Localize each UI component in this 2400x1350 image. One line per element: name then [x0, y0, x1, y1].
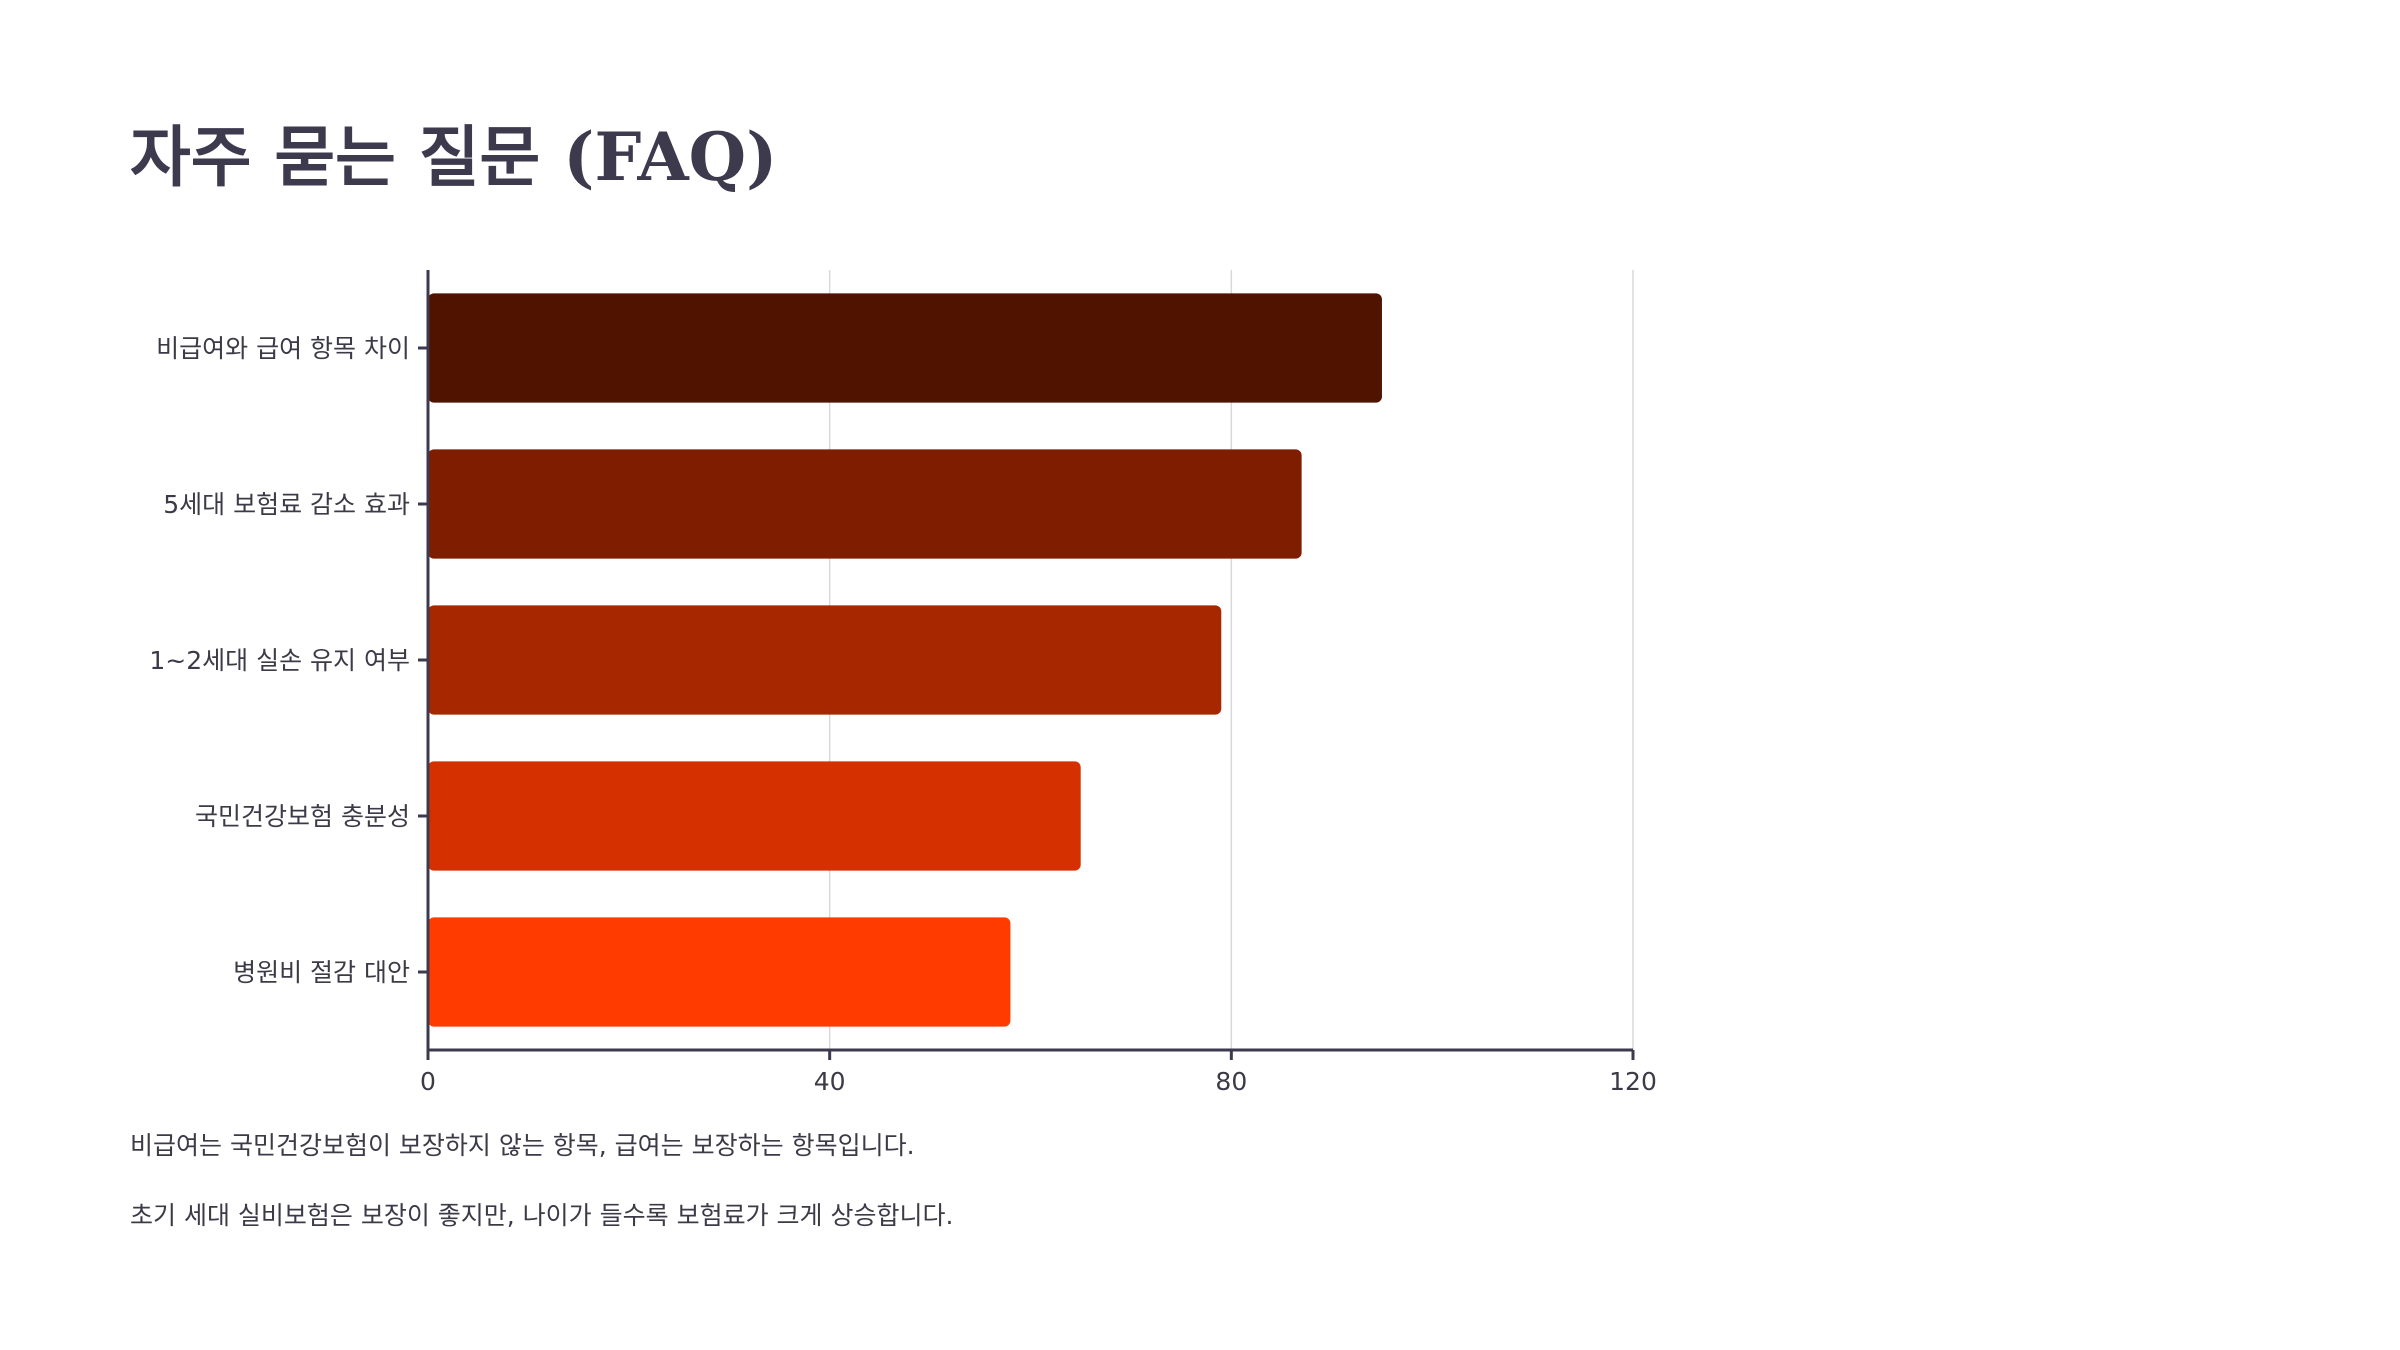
category-label: 국민건강보험 충분성: [195, 802, 410, 831]
category-label: 비급여와 급여 항목 차이: [156, 334, 410, 363]
bars: [428, 293, 1382, 1027]
category-label: 5세대 보험료 감소 효과: [163, 490, 410, 519]
footnote-2: 초기 세대 실비보험은 보장이 좋지만, 나이가 들수록 보험료가 크게 상승합…: [130, 1201, 954, 1230]
bar: [428, 917, 1011, 1027]
bar: [428, 449, 1302, 559]
x-tick-label: 0: [420, 1067, 436, 1096]
x-tick-label: 40: [814, 1067, 846, 1096]
x-tick-label: 80: [1215, 1067, 1247, 1096]
x-tick-label: 120: [1609, 1067, 1657, 1096]
page-title: 자주 묻는 질문 (FAQ): [130, 118, 778, 196]
footnote-1: 비급여는 국민건강보험이 보장하지 않는 항목, 급여는 보장하는 항목입니다.: [130, 1131, 915, 1160]
bar: [428, 605, 1222, 715]
bar: [428, 293, 1382, 403]
axis-labels: 0 40 80 120 비급여와 급여 항목 차이 5세대 보험료 감소 효과 1~2세대 …: [149, 334, 1656, 1096]
category-label: 1~2세대 실손 유지 여부: [149, 646, 410, 675]
category-label: 병원비 절감 대안: [233, 958, 410, 987]
bar: [428, 761, 1081, 871]
